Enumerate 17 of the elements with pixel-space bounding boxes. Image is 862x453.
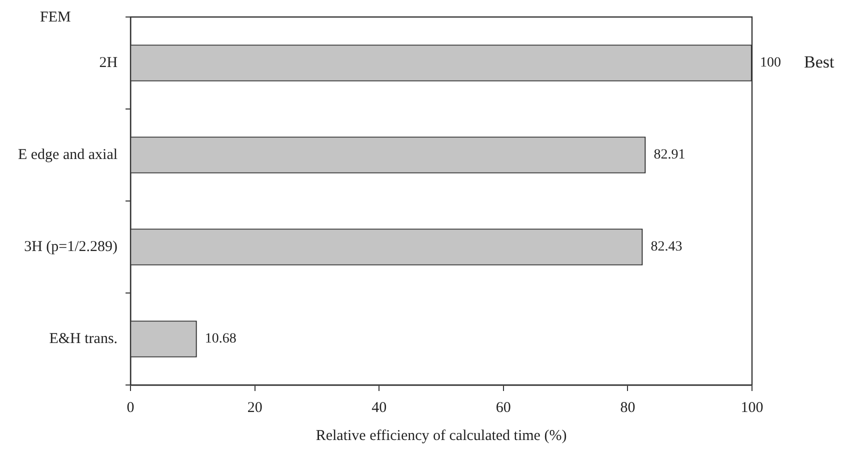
data-label: 10.68: [204, 332, 236, 347]
data-label: 82.43: [650, 240, 682, 255]
data-label: 82.91: [654, 148, 686, 163]
y-tick-label: 2H: [99, 54, 118, 71]
y-tick-label: E&H trans.: [49, 330, 118, 347]
text: Best: [804, 52, 834, 72]
y-axis-title: FEM: [40, 9, 71, 26]
data-label: 100: [760, 56, 781, 71]
x-axis-title: Relative efficiency of calculated time (%): [316, 428, 567, 444]
y-tick-label: E edge and axial: [18, 146, 118, 163]
x-tick-label: 20: [247, 400, 262, 416]
x-tick-label: 80: [620, 400, 636, 416]
y-tick-label: 3H (p=1/2.289): [24, 238, 118, 255]
x-tick-label: 0: [126, 400, 134, 416]
x-tick-label: 60: [496, 400, 511, 416]
x-tick-label: 40: [372, 400, 387, 416]
x-tick-label: 100: [740, 400, 764, 416]
